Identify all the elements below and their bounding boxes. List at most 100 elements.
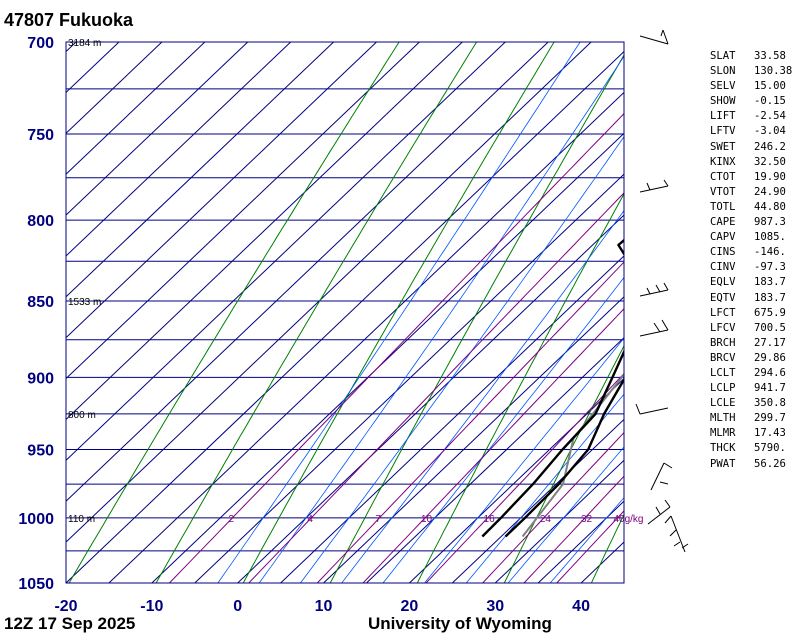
temperature-line: [504, 377, 624, 538]
pressure-tick-label: 900: [27, 370, 54, 387]
index-value: 700.5: [754, 321, 786, 334]
index-value: -2.54: [754, 110, 786, 123]
wind-barb: [639, 179, 669, 193]
index-row: SHOW -0.15: [710, 94, 792, 109]
mixing-ratio-line: [362, 308, 624, 583]
index-row: EQLV 183.7: [710, 275, 792, 290]
index-value: 183.7: [754, 291, 786, 304]
index-row: LCLP 941.7: [710, 381, 792, 396]
index-value: 19.90: [754, 170, 786, 183]
index-row: LFTV -3.04: [710, 124, 792, 139]
pressure-tick-label: 1000: [18, 511, 54, 528]
pressure-tick-label: 750: [27, 127, 54, 144]
plot-labels: 700 750 800 850 900 950 1000 1050-20 -10 0 10 20 30 4…: [18, 35, 643, 615]
isotherm-line: [66, 42, 163, 135]
mixing-ratio-label: 24: [540, 514, 552, 525]
index-row: SWET 246.2: [710, 140, 792, 155]
temperature-tick-label: 20: [400, 598, 418, 615]
wind-barb: [635, 403, 669, 415]
dry-adiabat-line: [503, 344, 624, 583]
index-key: KINX: [710, 155, 736, 168]
index-row: KINX 32.50: [710, 155, 792, 170]
temperature-tick-label: 30: [486, 598, 504, 615]
isotherm-line: [494, 459, 624, 583]
wind-barbs: [635, 29, 689, 553]
index-value: -97.3: [754, 261, 786, 274]
temperature-tick-label: -10: [140, 598, 163, 615]
index-key: TOTL: [710, 200, 736, 213]
mixing-ratio-label: 10: [421, 514, 433, 525]
moist-adiabat-line: [300, 136, 624, 583]
index-value: 15.00: [754, 80, 786, 93]
index-row: CAPE 987.3: [710, 215, 792, 230]
index-row: LCLE 350.8: [710, 396, 792, 411]
plot-lines: [481, 238, 624, 538]
mixing-ratio-line: [169, 112, 624, 583]
isotherm-line: [323, 296, 624, 583]
index-value: 1085.: [754, 231, 786, 244]
mixing-ratio-line: [425, 372, 624, 583]
index-value: 294.6: [754, 366, 786, 379]
index-value: -0.15: [754, 95, 786, 108]
isotherm-line: [151, 132, 624, 583]
index-key: VTOT: [710, 185, 736, 198]
index-value: 246.2: [754, 140, 786, 153]
isotherm-line: [451, 418, 624, 583]
index-key: MLTH: [710, 412, 736, 425]
height-label: 800 m: [68, 410, 96, 421]
isotherm-line: [66, 42, 249, 216]
mixing-ratio-line: [482, 431, 624, 583]
index-row: EQTV 183.7: [710, 291, 792, 306]
dry-adiabat-line: [329, 54, 624, 583]
wind-barb: [639, 29, 669, 45]
index-row: MLMR 17.43: [710, 426, 792, 441]
index-row: CAPV 1085.: [710, 230, 792, 245]
index-key: LCLT: [710, 366, 736, 379]
isotherm-line: [366, 337, 624, 583]
index-value: 56.26: [754, 457, 786, 470]
height-label: 3184 m: [68, 38, 101, 49]
temperature-tick-label: -20: [54, 598, 77, 615]
index-key: SLAT: [710, 50, 736, 62]
index-key: BRCH: [710, 336, 736, 349]
isotherm-line: [108, 91, 624, 583]
index-row: PWAT 56.26: [710, 457, 792, 472]
index-row: TOTL 44.80: [710, 200, 792, 215]
index-key: CAPV: [710, 231, 736, 244]
index-key: LIFT: [710, 110, 736, 123]
temperature-tick-label: 40: [572, 598, 590, 615]
pressure-tick-label: 1050: [18, 576, 54, 593]
wind-barb: [647, 499, 671, 525]
plot-frame: [65, 41, 625, 584]
temperature-tick-label: 0: [233, 598, 242, 615]
index-row: LFCT 675.9: [710, 306, 792, 321]
index-key: PWAT: [710, 457, 736, 470]
dewpoint-line: [481, 238, 624, 538]
isotherm-line: [66, 42, 377, 339]
index-value: 130.38: [754, 65, 793, 78]
isotherm-line: [66, 42, 120, 94]
isotherm-line: [194, 173, 624, 583]
index-key: CTOT: [710, 170, 736, 183]
mixing-ratio-label: 32: [581, 514, 593, 525]
pressure-tick-label: 700: [27, 35, 54, 52]
mixing-ratio-label: 7: [375, 514, 381, 525]
mixing-ratio-line: [316, 261, 624, 583]
index-key: SWET: [710, 140, 736, 153]
mixing-ratio-label: 40g/kg: [613, 514, 643, 525]
index-key: THCK: [710, 442, 736, 455]
index-value: 675.9: [754, 306, 786, 319]
index-row: CINV -97.3: [710, 260, 792, 275]
index-row: THCK 5790.: [710, 441, 792, 456]
index-key: SHOW: [710, 95, 736, 108]
index-value: -3.04: [754, 125, 786, 138]
index-key: LFCT: [710, 306, 736, 319]
moist-adiabat-line: [507, 446, 624, 583]
isotherm-line: [66, 50, 624, 583]
index-value: 941.7: [754, 382, 786, 395]
index-value: 987.3: [754, 216, 786, 229]
index-key: CINS: [710, 246, 736, 259]
index-key: MLMR: [710, 427, 736, 440]
index-row: SLAT 33.58: [710, 49, 792, 64]
isotherm-line: [66, 42, 420, 380]
